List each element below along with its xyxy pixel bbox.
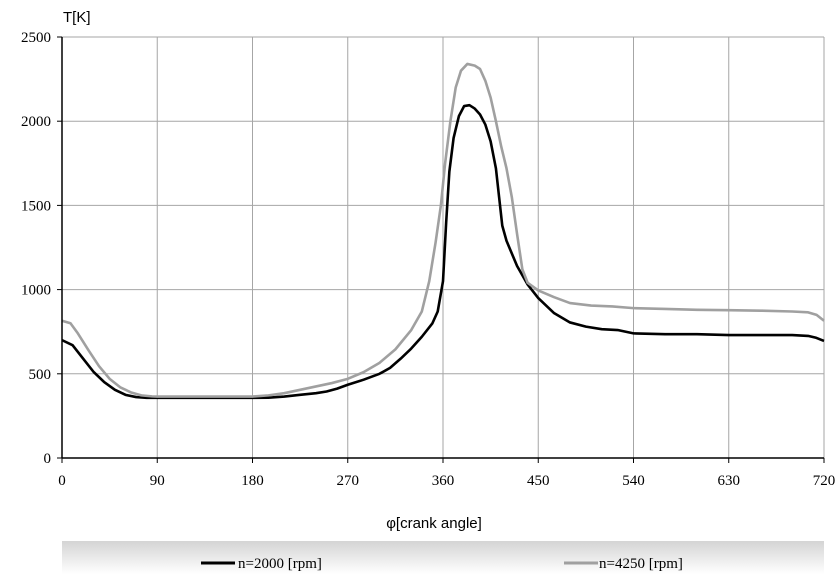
y-tick-label-0: 0 bbox=[44, 451, 52, 467]
y-tick-label-2000: 2000 bbox=[21, 114, 51, 130]
x-tick-label-450: 450 bbox=[527, 473, 550, 489]
series-line-0 bbox=[61, 103, 825, 400]
series-line-1 bbox=[61, 62, 825, 398]
y-tick-labels: 0 500 1000 1500 2000 2500 bbox=[21, 30, 51, 467]
y-tick-label-1000: 1000 bbox=[21, 283, 51, 299]
y-tick-label-2500: 2500 bbox=[21, 30, 51, 46]
x-tick-label-180: 180 bbox=[241, 473, 264, 489]
x-tick-labels: 0 90 180 270 360 450 540 630 720 bbox=[58, 473, 835, 489]
axes bbox=[57, 36, 825, 463]
x-tick-label-630: 630 bbox=[718, 473, 741, 489]
gridlines bbox=[62, 36, 825, 458]
y-tick-label-1500: 1500 bbox=[21, 198, 51, 214]
x-tick-label-0: 0 bbox=[58, 473, 66, 489]
legend-background bbox=[62, 541, 824, 574]
legend-label-n2000: n=2000 [rpm] bbox=[238, 556, 322, 572]
y-tick-label-500: 500 bbox=[29, 367, 52, 383]
series-group bbox=[61, 62, 825, 400]
y-axis-title: T[K] bbox=[63, 9, 91, 26]
x-tick-label-90: 90 bbox=[150, 473, 165, 489]
x-tick-label-540: 540 bbox=[622, 473, 645, 489]
x-tick-label-270: 270 bbox=[337, 473, 360, 489]
x-axis-title: φ[crank angle] bbox=[386, 515, 482, 532]
legend: n=2000 [rpm] n=4250 [rpm] bbox=[62, 541, 824, 574]
x-tick-label-720: 720 bbox=[813, 473, 836, 489]
x-tick-label-360: 360 bbox=[432, 473, 455, 489]
legend-label-n4250: n=4250 [rpm] bbox=[599, 556, 683, 572]
